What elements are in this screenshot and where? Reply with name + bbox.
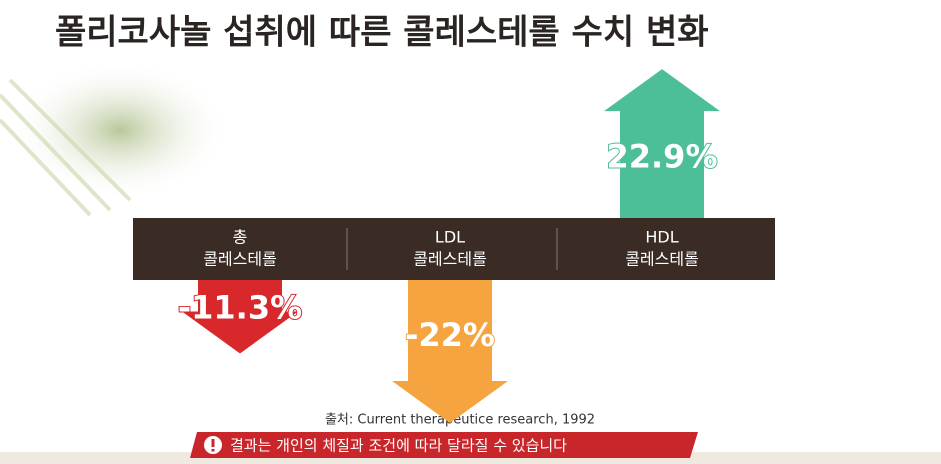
- source: 출처: Current therapeutice research, 1992: [325, 413, 595, 428]
- arrow: [604, 69, 720, 219]
- category-label: 총: [233, 228, 248, 247]
- category-band: [133, 218, 775, 280]
- warning-icon: [211, 439, 215, 447]
- chart-title: 폴리코사놀 섭취에 따른 콜레스테롤 수치 변화: [55, 13, 709, 53]
- warning-icon: [211, 449, 215, 452]
- category-label: 콜레스테롤: [203, 250, 277, 269]
- value-label: 22.9%: [606, 137, 717, 175]
- category-label: 콜레스테롤: [625, 250, 699, 269]
- arrow: [392, 280, 508, 423]
- value-label: -11.3%: [178, 288, 302, 326]
- notice: 결과는 개인의 체질과 조건에 따라 달라질 수 있습니다: [230, 437, 567, 455]
- notice-banner: [190, 432, 698, 458]
- value-label: -22%: [405, 316, 495, 354]
- category-label: LDL: [435, 228, 465, 247]
- category-label: HDL: [645, 228, 678, 247]
- grass-decoration: [0, 78, 132, 217]
- category-label: 콜레스테롤: [413, 250, 487, 269]
- arrow: [182, 280, 298, 354]
- decoration: [10, 60, 230, 200]
